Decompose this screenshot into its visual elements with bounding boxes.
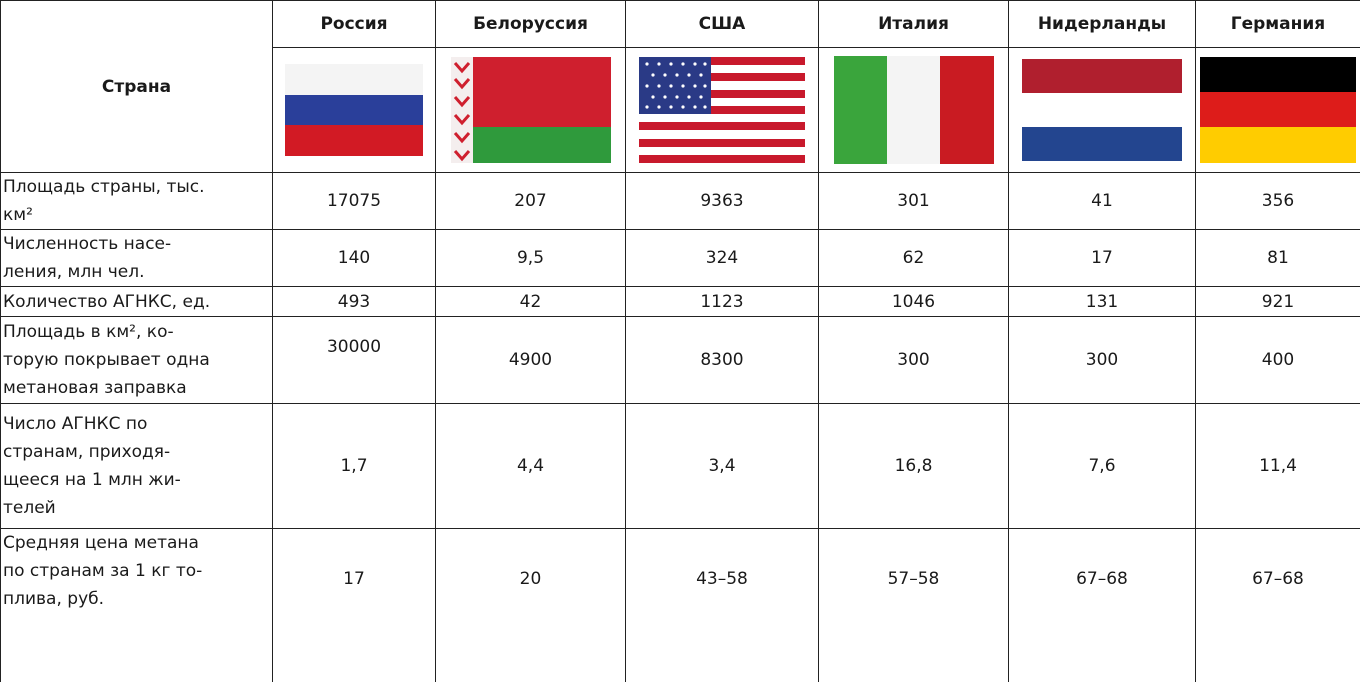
- row-label-line: плива, руб.: [3, 589, 105, 609]
- flag-cell: [625, 47, 819, 173]
- flag-belarus: [450, 57, 611, 163]
- row-label-line: км²: [3, 205, 33, 225]
- row-label: Численность насе-ления, млн чел.: [0, 229, 273, 287]
- flag-cell: [435, 47, 626, 173]
- value-cell: 9363: [625, 172, 819, 230]
- value-cell: 17075: [272, 172, 436, 230]
- data-row: Количество АГНКС, ед. 493 42 1123 1046 131 921: [0, 286, 1360, 317]
- value-cell: 42: [435, 286, 626, 317]
- row-label: Количество АГНКС, ед.: [0, 286, 273, 317]
- value-cell: 3,4: [625, 403, 819, 529]
- value-cell: 62: [818, 229, 1009, 287]
- row-label-line: странам, приходя-: [3, 442, 171, 462]
- corner-cell: Страна: [0, 0, 273, 173]
- value-cell: 57–58: [818, 528, 1009, 682]
- row-label-line: по странам за 1 кг то-: [3, 561, 203, 581]
- value-cell: 493: [272, 286, 436, 317]
- row-label: Площадь в км², ко-торую покрывает одна ме…: [0, 316, 273, 404]
- value-cell: 1,7: [272, 403, 436, 529]
- value-cell: 9,5: [435, 229, 626, 287]
- row-label-line: Средняя цена метана: [3, 533, 199, 553]
- value-cell: 324: [625, 229, 819, 287]
- value-cell: 921: [1195, 286, 1360, 317]
- column-header: Белоруссия: [435, 0, 626, 48]
- value-cell: 41: [1008, 172, 1196, 230]
- column-header: Италия: [818, 0, 1009, 48]
- value-cell: 4900: [435, 316, 626, 404]
- flag-italy: [833, 56, 994, 164]
- row-label-line: Количество АГНКС, ед.: [3, 291, 211, 312]
- value-cell: 67–68: [1008, 528, 1196, 682]
- value-cell: 30000: [272, 316, 436, 404]
- value-cell: 356: [1195, 172, 1360, 230]
- value-cell: 400: [1195, 316, 1360, 404]
- value-cell: 300: [818, 316, 1009, 404]
- flag-germany: [1200, 57, 1356, 163]
- value-cell: 301: [818, 172, 1009, 230]
- flag-cell: [818, 47, 1009, 173]
- value-cell: 4,4: [435, 403, 626, 529]
- flag-cell: [1195, 47, 1360, 173]
- data-row: Число АГНКС по странам, приходя-щееся на …: [0, 403, 1360, 529]
- row-label-line: Численность насе-: [3, 234, 172, 254]
- flag-cell: [1008, 47, 1196, 173]
- row-label: Средняя цена метана по странам за 1 кг то…: [0, 528, 273, 682]
- flag-row: [1, 47, 1360, 173]
- value-cell: 11,4: [1195, 403, 1360, 529]
- row-label-line: ления, млн чел.: [3, 262, 145, 282]
- data-row: Численность насе-ления, млн чел. 140 9,5 32…: [0, 229, 1360, 287]
- value-cell: 140: [272, 229, 436, 287]
- row-label-line: метановая заправка: [3, 378, 187, 398]
- header-row: Страна Россия Белоруссия США Италия Ниде…: [0, 0, 1360, 173]
- data-row: Площадь в км², ко-торую покрывает одна ме…: [0, 316, 1360, 404]
- value-cell: 1046: [818, 286, 1009, 317]
- data-row: Площадь страны, тыс. км² 17075 207 9363 301 41…: [0, 172, 1360, 230]
- value-cell: 81: [1195, 229, 1360, 287]
- column-header: США: [625, 0, 819, 48]
- column-header: Россия: [272, 0, 436, 48]
- row-label-line: Число АГНКС по: [3, 414, 148, 434]
- value-cell: 43–58: [625, 528, 819, 682]
- value-cell: 20: [435, 528, 626, 682]
- column-header: Нидерланды: [1008, 0, 1196, 48]
- flag-russia: [285, 64, 423, 156]
- value-cell: 67–68: [1195, 528, 1360, 682]
- value-cell: 17: [1008, 229, 1196, 287]
- flag-usa: [639, 57, 805, 163]
- row-label-line: Площадь в км², ко-: [3, 322, 174, 342]
- flag-cell: [272, 47, 436, 173]
- value-cell: 207: [435, 172, 626, 230]
- row-label-line: щееся на 1 млн жи-: [3, 470, 181, 490]
- row-label: Число АГНКС по странам, приходя-щееся на …: [0, 403, 273, 529]
- flag-netherlands: [1022, 59, 1182, 161]
- value-cell: 1123: [625, 286, 819, 317]
- value-cell: 17: [272, 528, 436, 682]
- value-cell: 7,6: [1008, 403, 1196, 529]
- data-row: Средняя цена метана по странам за 1 кг то…: [0, 528, 1360, 682]
- row-label-line: телей: [3, 498, 56, 518]
- value-cell: 131: [1008, 286, 1196, 317]
- column-header: Германия: [1195, 0, 1360, 48]
- value-cell: 8300: [625, 316, 819, 404]
- row-label-line: торую покрывает одна: [3, 350, 210, 370]
- value-cell: 300: [1008, 316, 1196, 404]
- value-cell: 16,8: [818, 403, 1009, 529]
- row-label: Площадь страны, тыс. км²: [0, 172, 273, 230]
- row-label-line: Площадь страны, тыс.: [3, 177, 205, 197]
